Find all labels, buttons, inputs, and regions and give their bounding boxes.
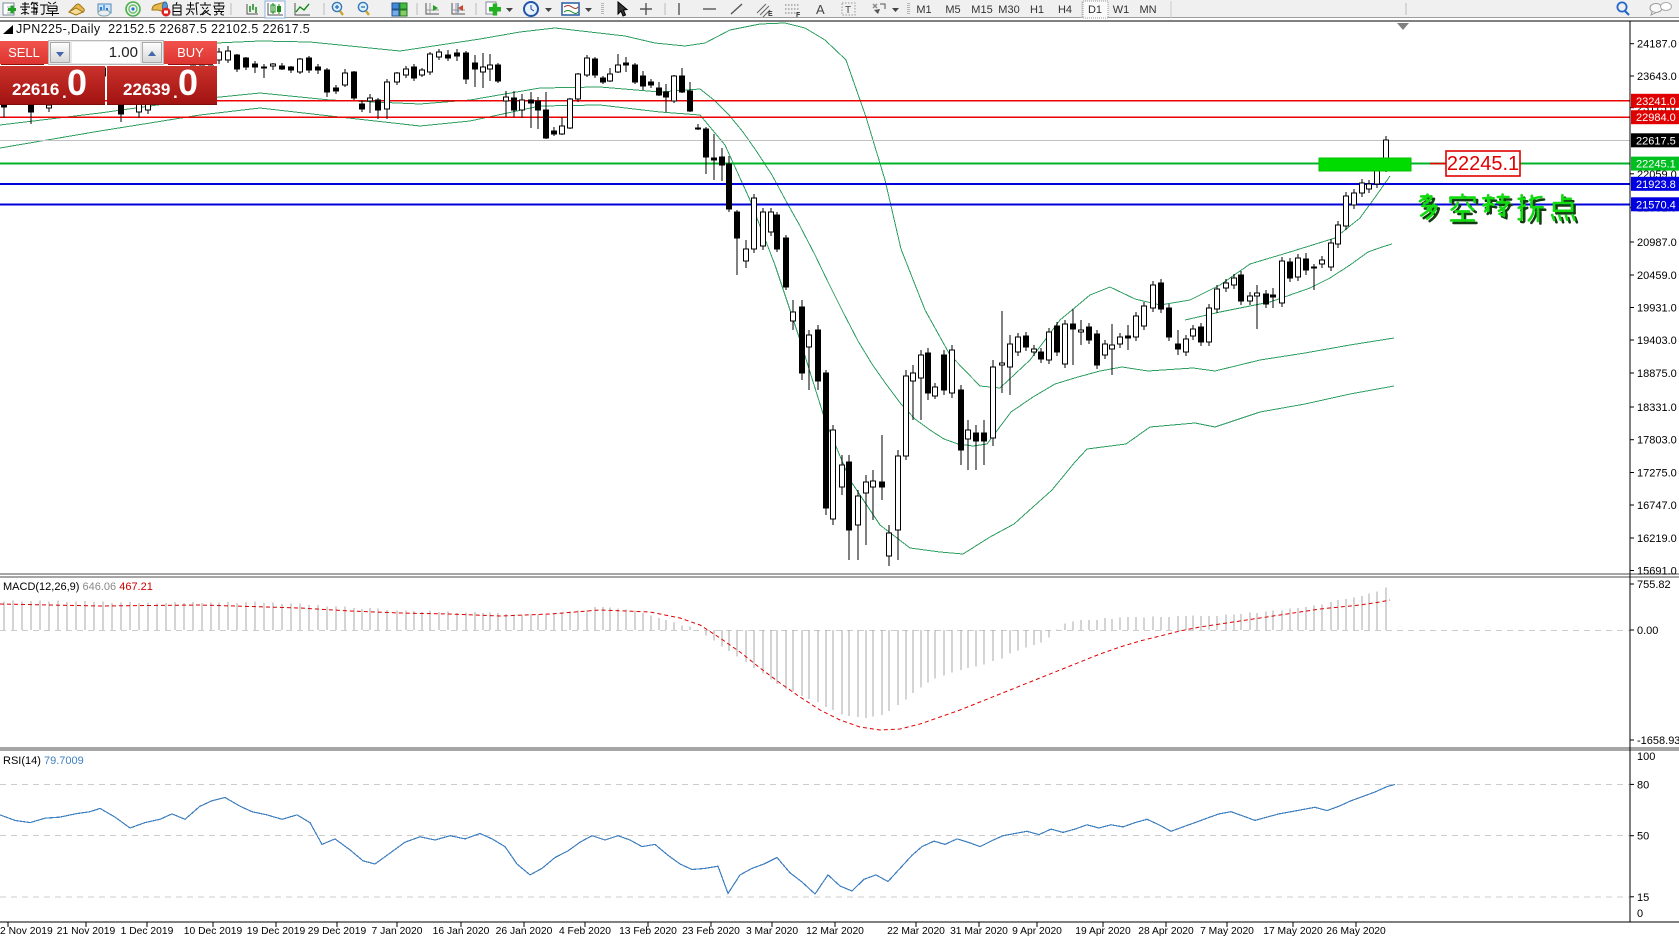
- svg-text:19931.0: 19931.0: [1637, 303, 1677, 315]
- svg-text:M30: M30: [998, 4, 1019, 16]
- svg-text:H4: H4: [1058, 4, 1072, 16]
- svg-text:15: 15: [1637, 892, 1649, 904]
- svg-text:3 Mar 2020: 3 Mar 2020: [746, 926, 798, 937]
- svg-text:4 Feb 2020: 4 Feb 2020: [559, 926, 611, 937]
- svg-text:10 Dec 2019: 10 Dec 2019: [184, 926, 243, 937]
- svg-text:MN: MN: [1139, 4, 1156, 16]
- svg-text:20459.0: 20459.0: [1637, 270, 1677, 282]
- svg-text:26 Jan 2020: 26 Jan 2020: [496, 926, 553, 937]
- svg-text:RSI(14) 79.7009: RSI(14) 79.7009: [3, 755, 84, 767]
- svg-text:13 Feb 2020: 13 Feb 2020: [619, 926, 677, 937]
- svg-text:28 Apr 2020: 28 Apr 2020: [1138, 926, 1194, 937]
- svg-text:12 Mar 2020: 12 Mar 2020: [806, 926, 864, 937]
- svg-text:17803.0: 17803.0: [1637, 435, 1677, 447]
- svg-text:21923.8: 21923.8: [1636, 179, 1676, 191]
- svg-text:1 Dec 2019: 1 Dec 2019: [121, 926, 174, 937]
- svg-text:22 Mar 2020: 22 Mar 2020: [887, 926, 945, 937]
- svg-text:0: 0: [1637, 908, 1643, 920]
- svg-text:T: T: [845, 5, 851, 16]
- svg-text:-1658.93: -1658.93: [1637, 735, 1679, 747]
- svg-text:7 Jan 2020: 7 Jan 2020: [372, 926, 423, 937]
- svg-text:H1: H1: [1030, 4, 1044, 16]
- svg-text:F: F: [796, 12, 801, 19]
- svg-text:0.00: 0.00: [1637, 625, 1658, 637]
- svg-text:15691.0: 15691.0: [1637, 566, 1677, 578]
- svg-text:M5: M5: [945, 4, 960, 16]
- svg-text:M1: M1: [916, 4, 931, 16]
- svg-text:19403.0: 19403.0: [1637, 335, 1677, 347]
- svg-text:D1: D1: [1088, 4, 1102, 16]
- svg-text:31 Mar 2020: 31 Mar 2020: [950, 926, 1008, 937]
- svg-text:M15: M15: [971, 4, 992, 16]
- svg-text:17275.0: 17275.0: [1637, 468, 1677, 480]
- svg-text:22617.5: 22617.5: [1636, 135, 1676, 147]
- svg-text:21570.4: 21570.4: [1636, 199, 1676, 211]
- svg-text:MACD(12,26,9) 646.06 467.21: MACD(12,26,9) 646.06 467.21: [3, 581, 153, 593]
- svg-text:100: 100: [1637, 751, 1655, 763]
- svg-text:23 Feb 2020: 23 Feb 2020: [682, 926, 740, 937]
- svg-text:23643.0: 23643.0: [1637, 71, 1677, 83]
- svg-text:755.82: 755.82: [1637, 579, 1671, 591]
- svg-text:7 May 2020: 7 May 2020: [1200, 926, 1254, 937]
- svg-text:50: 50: [1637, 831, 1649, 843]
- svg-text:16 Jan 2020: 16 Jan 2020: [433, 926, 490, 937]
- svg-text:E: E: [768, 11, 773, 18]
- svg-text:16219.0: 16219.0: [1637, 533, 1677, 545]
- svg-text:18331.0: 18331.0: [1637, 402, 1677, 414]
- svg-text:9 Apr 2020: 9 Apr 2020: [1012, 926, 1062, 937]
- svg-text:29 Dec 2019: 29 Dec 2019: [308, 926, 367, 937]
- svg-text:26 May 2020: 26 May 2020: [1326, 926, 1386, 937]
- svg-text:18875.0: 18875.0: [1637, 368, 1677, 380]
- svg-text:2 Nov 2019: 2 Nov 2019: [0, 926, 53, 937]
- svg-text:19 Apr 2020: 19 Apr 2020: [1075, 926, 1131, 937]
- svg-text:80: 80: [1637, 779, 1649, 791]
- svg-text:16747.0: 16747.0: [1637, 500, 1677, 512]
- svg-text:22984.0: 22984.0: [1636, 112, 1676, 124]
- svg-text:21 Nov 2019: 21 Nov 2019: [57, 926, 116, 937]
- svg-text:24187.0: 24187.0: [1637, 39, 1677, 51]
- svg-text:W1: W1: [1113, 4, 1130, 16]
- svg-text:A: A: [816, 2, 825, 17]
- svg-text:19 Dec 2019: 19 Dec 2019: [247, 926, 306, 937]
- svg-text:22245.1: 22245.1: [1447, 153, 1519, 175]
- svg-text:20987.0: 20987.0: [1637, 237, 1677, 249]
- svg-text:17 May 2020: 17 May 2020: [1263, 926, 1323, 937]
- svg-text:22245.1: 22245.1: [1636, 159, 1676, 171]
- svg-text:23241.0: 23241.0: [1636, 96, 1676, 108]
